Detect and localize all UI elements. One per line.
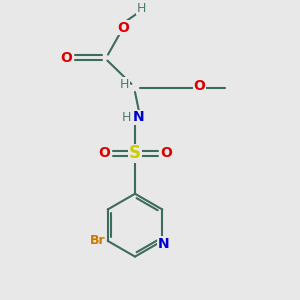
Text: H: H xyxy=(136,2,146,15)
Text: O: O xyxy=(117,21,129,35)
Text: H: H xyxy=(122,111,131,124)
Text: O: O xyxy=(60,51,72,64)
Text: O: O xyxy=(98,146,110,161)
Text: O: O xyxy=(194,79,206,93)
Text: H: H xyxy=(120,78,129,91)
Text: S: S xyxy=(129,144,141,162)
Text: Br: Br xyxy=(89,234,105,248)
Text: N: N xyxy=(133,110,144,124)
Text: O: O xyxy=(160,146,172,161)
Text: N: N xyxy=(158,237,169,251)
